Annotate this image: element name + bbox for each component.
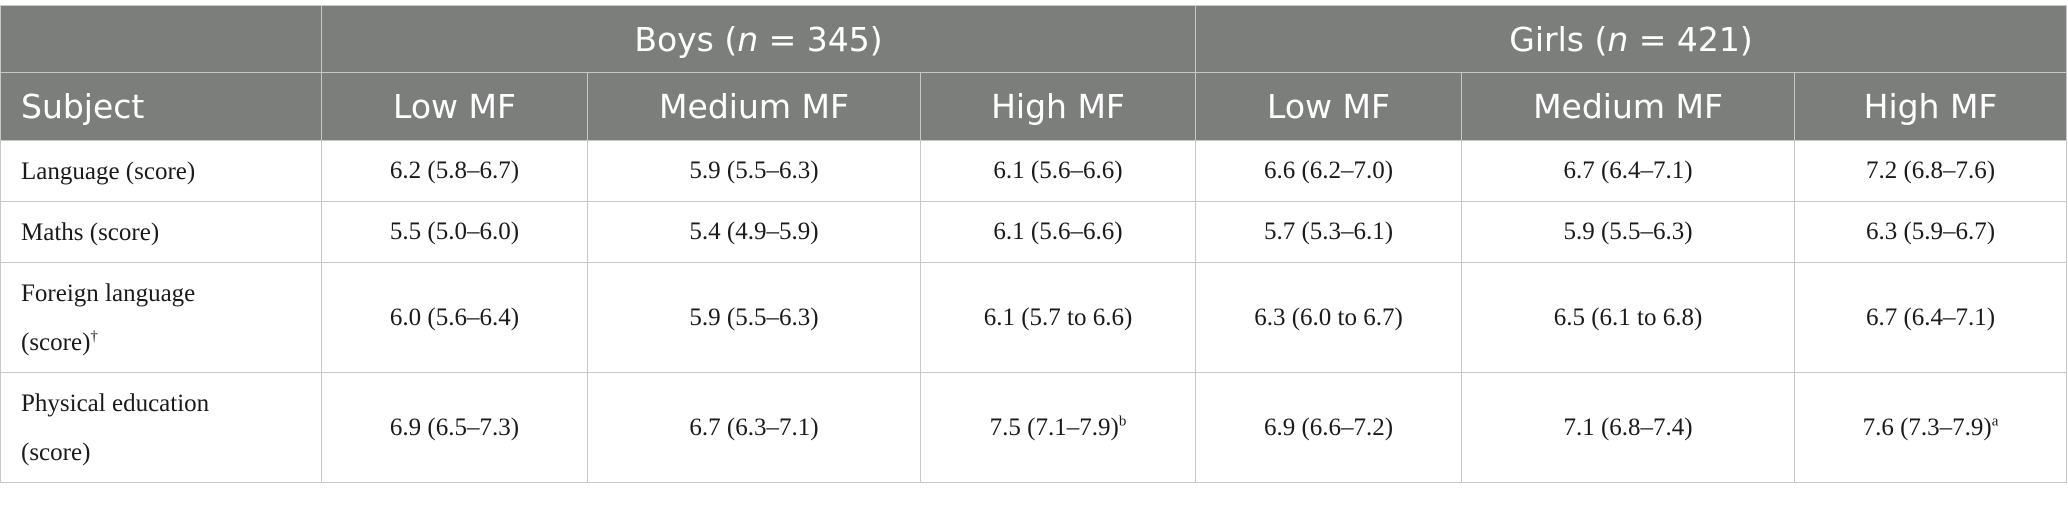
value-cell: 5.7 (5.3–6.1) xyxy=(1195,201,1463,263)
value-cell: 6.9 (6.5–7.3) xyxy=(321,372,588,483)
value-cell: 6.6 (6.2–7.0) xyxy=(1195,140,1463,202)
subject-column-header: Subject xyxy=(0,72,322,141)
value-cell: 5.9 (5.5–6.3) xyxy=(587,140,921,202)
value-cell: 5.5 (5.0–6.0) xyxy=(321,201,588,263)
value-cell: 5.9 (5.5–6.3) xyxy=(587,262,921,373)
blank-header-cell xyxy=(0,5,322,73)
girls-group-header: Girls (n = 421) xyxy=(1195,5,2068,73)
subject-cell: Foreign language (score)† xyxy=(0,262,322,373)
value-cell: 6.1 (5.7 to 6.6) xyxy=(919,262,1197,373)
value-cell: 7.5 (7.1–7.9)b xyxy=(919,372,1197,483)
value-cell: 7.6 (7.3–7.9)a xyxy=(1794,372,2068,483)
value-cell: 6.9 (6.6–7.2) xyxy=(1195,372,1463,483)
value-cell: 6.7 (6.4–7.1) xyxy=(1794,262,2068,373)
girls-low-mf-header: Low MF xyxy=(1195,72,1463,141)
boys-medium-mf-header: Medium MF xyxy=(587,72,921,141)
value-cell: 7.1 (6.8–7.4) xyxy=(1461,372,1796,483)
value-cell: 6.3 (6.0 to 6.7) xyxy=(1195,262,1463,373)
boys-high-mf-header: High MF xyxy=(919,72,1197,141)
table-row-language: Language (score) 6.2 (5.8–6.7) 5.9 (5.5–… xyxy=(0,140,2068,202)
dagger-footnote-mark: † xyxy=(90,328,98,345)
value-cell: 6.1 (5.6–6.6) xyxy=(919,201,1197,263)
value-cell: 6.5 (6.1 to 6.8) xyxy=(1461,262,1796,373)
value-cell: 6.2 (5.8–6.7) xyxy=(321,140,588,202)
value-cell: 6.1 (5.6–6.6) xyxy=(919,140,1197,202)
table-row-physical-education: Physical education (score) 6.9 (6.5–7.3) … xyxy=(0,372,2068,483)
subject-cell: Language (score) xyxy=(0,140,322,202)
subject-cell: Maths (score) xyxy=(0,201,322,263)
value-cell: 6.7 (6.3–7.1) xyxy=(587,372,921,483)
value-cell: 6.3 (5.9–6.7) xyxy=(1794,201,2068,263)
girls-high-mf-header: High MF xyxy=(1794,72,2068,141)
value-cell: 6.0 (5.6–6.4) xyxy=(321,262,588,373)
group-header-row: Boys (n = 345) Girls (n = 421) xyxy=(0,5,2068,73)
girls-medium-mf-header: Medium MF xyxy=(1461,72,1796,141)
column-header-row: Subject Low MF Medium MF High MF Low MF … xyxy=(0,72,2068,141)
value-cell: 5.4 (4.9–5.9) xyxy=(587,201,921,263)
value-cell: 7.2 (6.8–7.6) xyxy=(1794,140,2068,202)
boys-low-mf-header: Low MF xyxy=(321,72,588,141)
footnote-mark-a: a xyxy=(1991,413,1999,430)
results-table: Boys (n = 345) Girls (n = 421) Subject L… xyxy=(0,5,2068,483)
table-row-maths: Maths (score) 5.5 (5.0–6.0) 5.4 (4.9–5.9… xyxy=(0,201,2068,263)
boys-group-header: Boys (n = 345) xyxy=(320,5,1197,73)
value-cell: 5.9 (5.5–6.3) xyxy=(1461,201,1796,263)
table-row-foreign-language: Foreign language (score)† 6.0 (5.6–6.4) 5… xyxy=(0,262,2068,373)
value-cell: 6.7 (6.4–7.1) xyxy=(1461,140,1796,202)
subject-cell: Physical education (score) xyxy=(0,372,322,483)
footnote-mark-b: b xyxy=(1118,413,1127,430)
